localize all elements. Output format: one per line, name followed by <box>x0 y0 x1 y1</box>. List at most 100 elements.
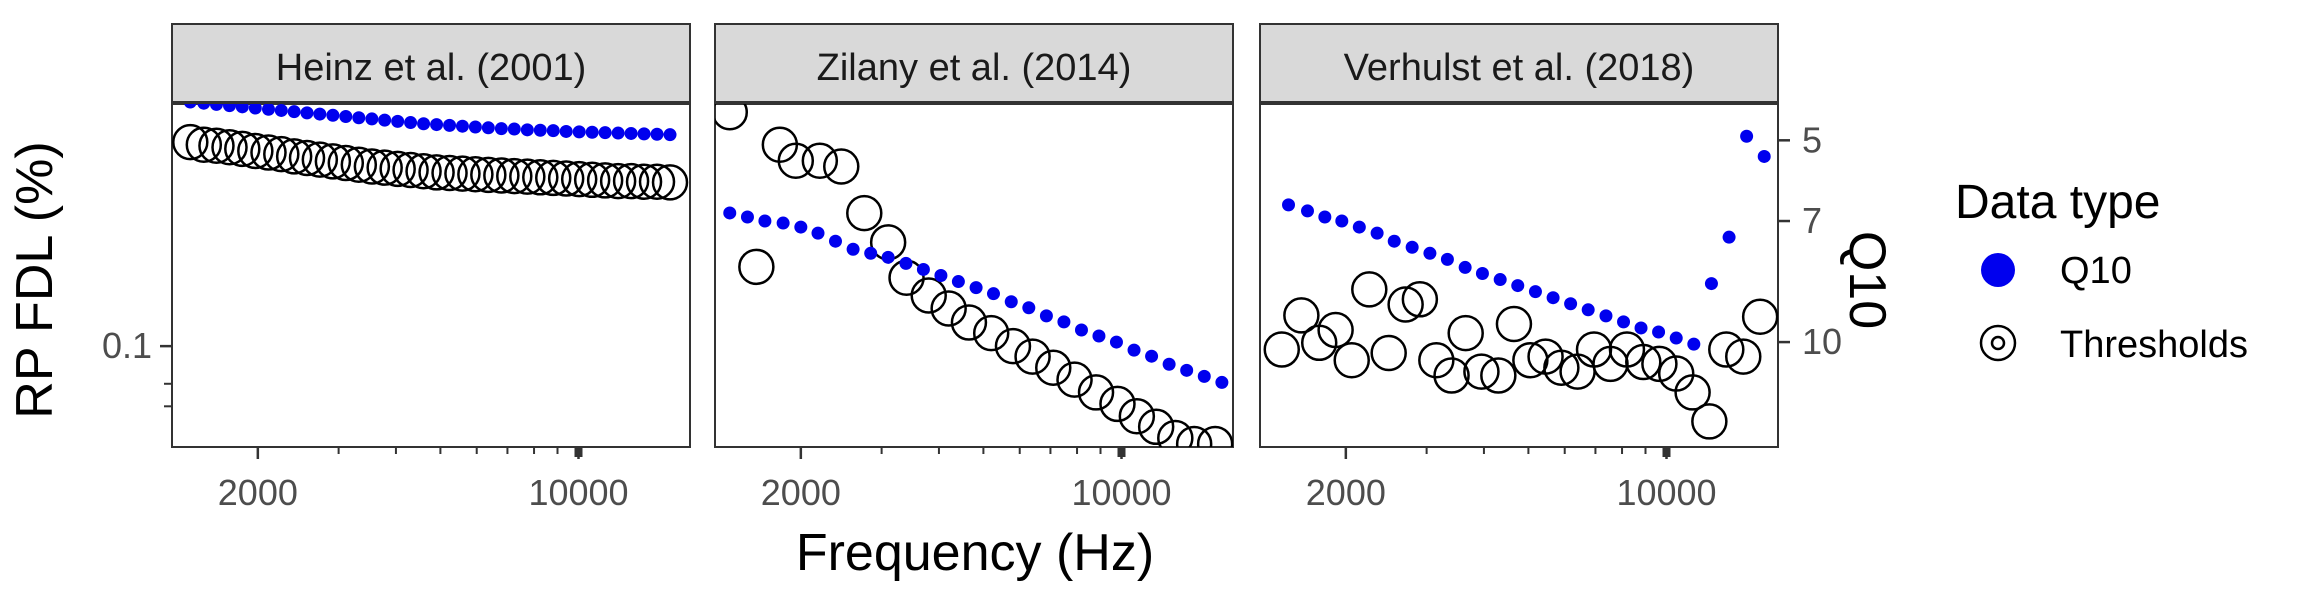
q10-point <box>378 113 392 127</box>
x-tick-label: 2000 <box>1306 472 1386 513</box>
threshold-point <box>418 154 455 191</box>
threshold-point <box>1056 361 1093 398</box>
q10-point <box>1215 375 1229 389</box>
x-tick-major-mark <box>1662 447 1671 457</box>
threshold-point <box>738 248 775 286</box>
q10-point <box>1074 323 1088 337</box>
q10-point <box>430 118 444 132</box>
q10-point <box>1511 279 1525 293</box>
threshold-point <box>1674 374 1711 411</box>
q10-point <box>1458 260 1472 274</box>
q10-point <box>1301 204 1315 218</box>
q10-point <box>864 246 878 260</box>
x-tick-label: 2000 <box>218 472 298 513</box>
q10-point <box>481 121 495 135</box>
q10-point <box>468 120 482 134</box>
q10-point <box>585 125 599 139</box>
q10-point <box>520 123 534 137</box>
panel-plot-area <box>714 103 1234 448</box>
threshold-point <box>1333 341 1370 379</box>
q10-point <box>1581 303 1595 317</box>
threshold-point <box>625 163 663 200</box>
q10-point <box>352 111 366 125</box>
q10-point <box>417 117 431 131</box>
threshold-point <box>172 123 209 161</box>
x-axis-title: Frequency (Hz) <box>796 524 1154 582</box>
q10-point <box>776 216 790 230</box>
threshold-point <box>1463 353 1500 390</box>
legend-key-thresholds-outer <box>1979 324 2017 362</box>
threshold-point <box>1196 425 1233 447</box>
threshold-point <box>846 194 883 232</box>
q10-point <box>1109 335 1123 349</box>
threshold-point <box>431 154 468 192</box>
q10-point <box>391 114 405 128</box>
q10-point <box>1599 309 1613 323</box>
q10-point <box>1405 240 1419 254</box>
q10-point <box>1057 315 1071 329</box>
threshold-point <box>496 157 533 195</box>
q10-point <box>1352 220 1366 234</box>
q10-point <box>1282 198 1296 212</box>
x-tick-major-mark <box>574 447 583 457</box>
threshold-point <box>288 139 326 177</box>
q10-point <box>235 104 249 114</box>
panel-plot-area <box>171 103 691 448</box>
threshold-point <box>211 129 248 166</box>
q10-point <box>1740 129 1754 143</box>
q10-point <box>598 126 612 140</box>
q10-point <box>846 242 860 256</box>
threshold-point <box>1351 271 1388 308</box>
q10-point <box>300 106 314 120</box>
q10-point <box>1617 315 1631 329</box>
threshold-point <box>457 155 494 193</box>
q10-point <box>811 226 825 240</box>
q10-point <box>326 108 340 122</box>
threshold-point <box>379 150 416 188</box>
threshold-point <box>1263 331 1301 368</box>
threshold-point <box>777 142 815 180</box>
threshold-point <box>405 152 442 190</box>
threshold-point <box>1014 338 1051 375</box>
threshold-point <box>1283 297 1320 334</box>
panel-strip <box>1259 23 1779 103</box>
threshold-point <box>586 162 624 199</box>
q10-point <box>494 122 508 136</box>
q10-point <box>934 269 948 282</box>
threshold-point <box>651 164 689 201</box>
panel-strip <box>171 23 691 103</box>
q10-point <box>443 118 457 132</box>
q10-point <box>828 234 842 248</box>
q10-point <box>1335 214 1349 228</box>
q10-point <box>1704 277 1718 291</box>
q10-point <box>339 110 353 124</box>
threshold-point <box>522 159 559 196</box>
threshold-point <box>1387 286 1424 323</box>
q10-point <box>899 256 913 270</box>
y-axis-title-right: Q10 <box>1838 231 1896 329</box>
y-tick-label-right: 10 <box>1802 321 1842 362</box>
threshold-point <box>198 127 235 164</box>
q10-point <box>1546 291 1560 305</box>
q10-point <box>969 281 983 295</box>
q10-point <box>723 206 737 220</box>
q10-point <box>1423 246 1437 260</box>
threshold-point <box>340 146 378 184</box>
threshold-point <box>1137 408 1175 446</box>
threshold-point <box>972 314 1010 352</box>
q10-point <box>365 112 379 126</box>
threshold-point <box>1418 341 1455 379</box>
q10-point <box>663 128 677 142</box>
threshold-point <box>237 132 274 170</box>
panel-strip <box>714 23 1234 103</box>
q10-point <box>533 123 547 137</box>
q10-point <box>758 214 772 228</box>
threshold-point <box>823 148 860 185</box>
threshold-point <box>994 327 1032 365</box>
threshold-point <box>1543 349 1580 386</box>
panel-2: Zilany et al. (2014) 2000 10000 <box>714 23 1234 513</box>
legend-label-q10: Q10 <box>2060 250 2132 292</box>
x-tick-label: 10000 <box>528 472 628 513</box>
q10-point <box>1370 226 1384 240</box>
legend: Data type Q10 Thresholds <box>1955 176 2248 366</box>
